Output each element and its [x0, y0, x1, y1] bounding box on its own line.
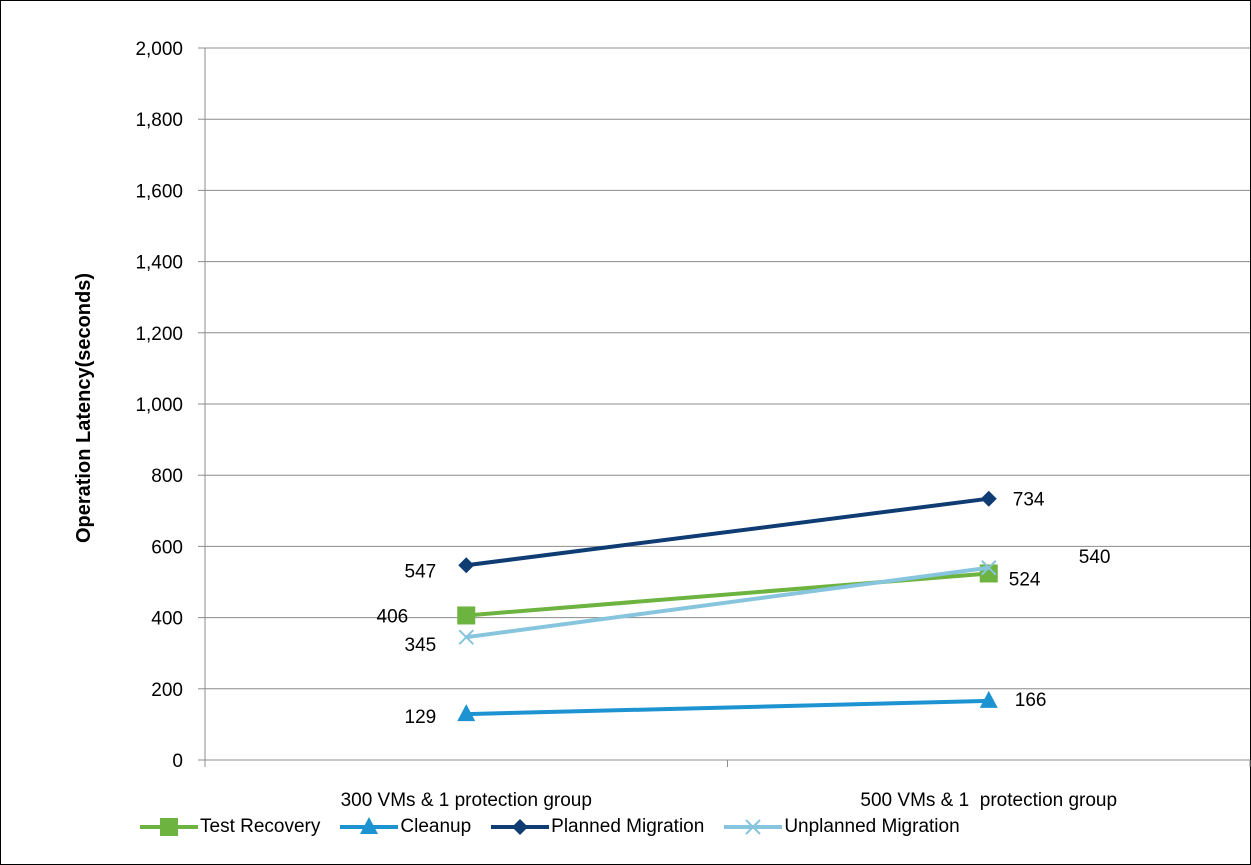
legend-swatch-planned-migration	[491, 819, 550, 835]
data-label-cleanup: 166	[1015, 690, 1047, 711]
legend-item-planned-migration: Planned Migration	[491, 816, 704, 838]
legend-swatch-marker	[360, 817, 379, 834]
legend-swatch-test-recovery	[140, 818, 198, 836]
legend-item-cleanup: Cleanup	[340, 816, 471, 838]
y-tick-label: 400	[151, 609, 183, 630]
data-label-planned-migration: 734	[1013, 490, 1045, 511]
y-axis-label: Operation Latency(seconds)	[73, 273, 95, 543]
y-tick-label: 800	[151, 466, 183, 487]
x-tick-label: 300 VMs & 1 protection group	[341, 790, 592, 811]
legend-item-unplanned-migration: Unplanned Migration	[724, 816, 960, 838]
data-label-unplanned-migration: 540	[1079, 547, 1111, 568]
data-point-planned-migration	[980, 490, 997, 507]
y-tick-label: 1,000	[135, 395, 183, 416]
y-tick-label: 2,000	[135, 39, 183, 60]
data-label-cleanup: 129	[405, 707, 437, 728]
y-tick-label: 1,400	[135, 253, 183, 274]
gridlines	[205, 47, 1250, 761]
data-labels: 406 524 129 166 547 734 345 540	[377, 490, 1111, 728]
legend-label: Planned Migration	[551, 816, 705, 837]
series-layer	[457, 490, 998, 722]
y-tick-label: 1,600	[135, 181, 183, 202]
legend-swatch-marker	[745, 819, 762, 835]
y-tick-labels: 0 200 400 600 800 1,000 1,200 1,400 1,600 1,800 2,…	[135, 39, 183, 772]
x-marker-stroke	[458, 629, 474, 645]
legend-swatch-marker	[160, 818, 178, 836]
axes	[198, 47, 1251, 767]
legend: Test Recovery Cleanup Planned Migration Unp…	[140, 816, 960, 838]
data-point-cleanup	[979, 690, 998, 708]
x-marker-stroke	[981, 560, 997, 576]
x-tick-labels: 300 VMs & 1 protection group 500 VMs & 1 …	[341, 790, 1118, 811]
series-line-planned-migration	[465, 496, 990, 568]
x-marker-stroke	[745, 819, 762, 835]
legend-swatch-cleanup	[340, 817, 399, 834]
y-tick-label: 1,800	[135, 110, 183, 131]
legend-label: Unplanned Migration	[784, 816, 960, 837]
series-line-unplanned-migration	[465, 565, 990, 640]
data-label-test-recovery: 406	[377, 606, 409, 627]
y-tick-label: 1,200	[135, 324, 183, 345]
series-line-cleanup	[466, 698, 989, 717]
x-tick-label: 500 VMs & 1 protection group	[860, 790, 1117, 811]
legend-swatch-unplanned-migration	[724, 819, 783, 835]
legend-label: Test Recovery	[200, 816, 321, 837]
y-tick-label: 0	[172, 751, 183, 772]
y-tick-label: 600	[151, 537, 183, 558]
legend-item-test-recovery: Test Recovery	[140, 816, 320, 838]
legend-label: Cleanup	[400, 816, 472, 837]
data-point-unplanned-migration	[458, 629, 474, 645]
data-label-test-recovery: 524	[1009, 569, 1041, 590]
data-point-unplanned-migration	[981, 560, 997, 576]
data-label-unplanned-migration: 345	[405, 635, 437, 656]
data-point-cleanup	[457, 704, 476, 722]
y-tick-label: 200	[151, 680, 183, 701]
data-point-planned-migration	[458, 557, 475, 574]
data-point-test-recovery	[457, 606, 476, 625]
data-label-planned-migration: 547	[405, 561, 437, 582]
legend-swatch-marker	[512, 819, 529, 835]
